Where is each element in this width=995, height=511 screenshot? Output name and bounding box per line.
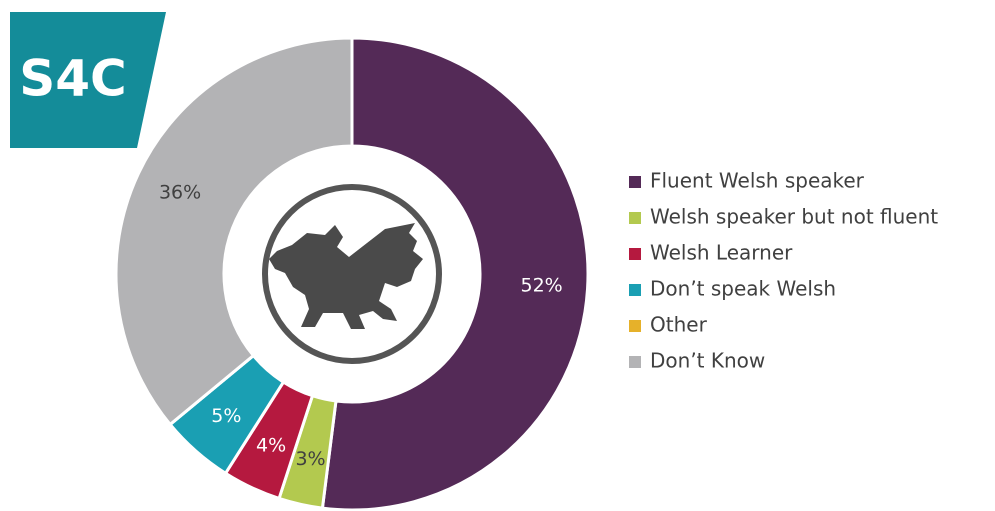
data-label: 5% [211,405,241,427]
legend: Fluent Welsh speaker Welsh speaker but no… [629,169,938,373]
data-label: 3% [295,448,325,470]
legend-swatch [629,320,641,332]
legend-swatch [629,248,641,260]
data-label: 52% [521,274,563,296]
dragon-emblem [269,223,423,329]
chart: S4C 52% 3% 4% 5% 36% Fluent Welsh speaker Wel… [0,0,995,511]
donut-slice [116,38,352,424]
legend-label: Fluent Welsh speaker [650,169,865,193]
data-label: 36% [159,182,201,204]
legend-label: Welsh speaker but not fluent [650,205,938,229]
page: S4C 52% 3% 4% 5% 36% Fluent Welsh speaker Wel… [0,0,995,511]
legend-swatch [629,212,641,224]
legend-swatch [629,176,641,188]
legend-label: Other [650,313,708,337]
legend-label: Don’t speak Welsh [650,277,836,301]
legend-swatch [629,284,641,296]
legend-label: Don’t Know [650,349,765,373]
logo: S4C [10,12,166,148]
logo-text: S4C [19,50,127,108]
data-label: 4% [256,434,286,456]
legend-label: Welsh Learner [650,241,793,265]
legend-swatch [629,356,641,368]
